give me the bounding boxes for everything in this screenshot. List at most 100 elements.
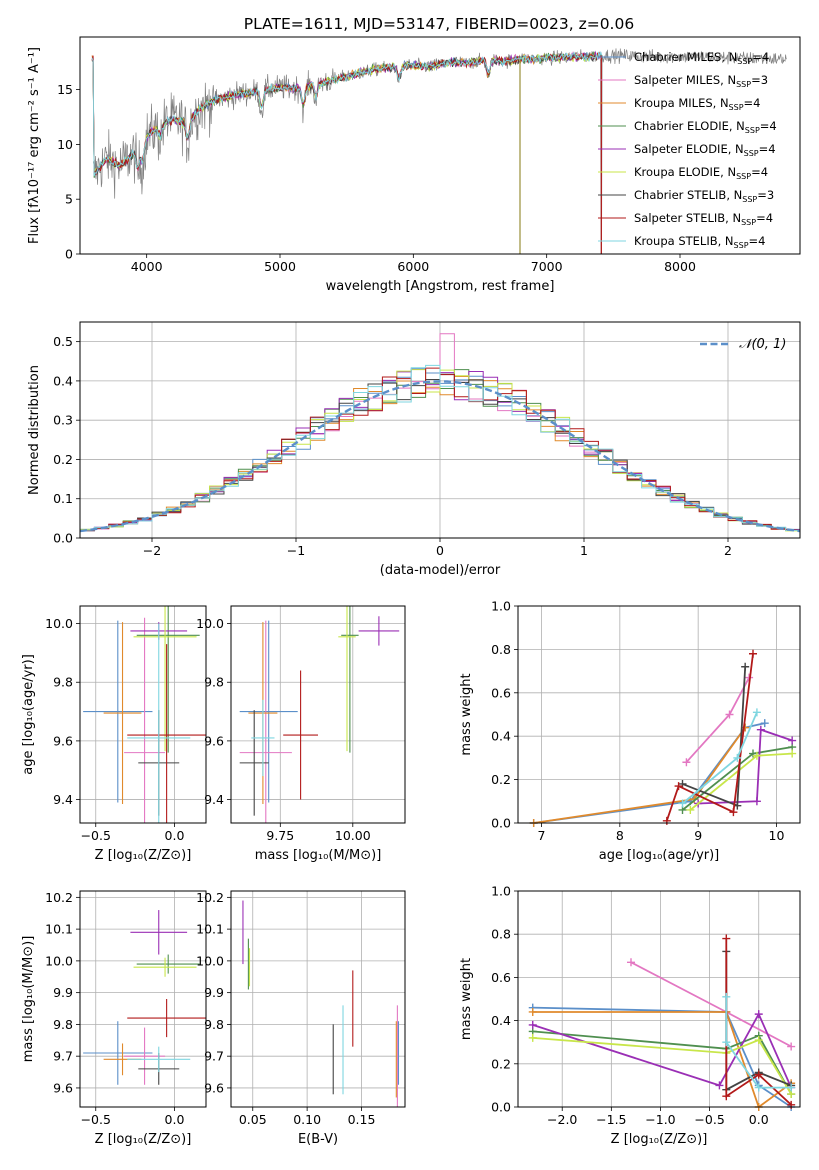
mass-weight-marker [686, 805, 695, 814]
x-tick-label: 8 [616, 828, 624, 843]
model-spectrum-salpeter-miles [91, 50, 603, 176]
y-tick-label: 10.2 [196, 890, 224, 905]
mass-weight-marker [752, 751, 761, 760]
legend-count: =4 [760, 119, 777, 133]
x-tick-label: −0.5 [694, 1112, 724, 1127]
y-tick-label: 0.4 [53, 373, 73, 388]
legend-subscript: SSP [736, 172, 751, 181]
x-tick-label: 0.10 [293, 1112, 321, 1127]
mass-vs-Z-panel: −0.5 0.0 9.6 9.7 9.8 9.9 10.0 10.1 10.2 Z [log₁₀(… [21, 890, 207, 1147]
model-spectrum-chabrier-elodie [91, 51, 603, 178]
y-tick-label: 0.8 [491, 927, 511, 942]
errorbar-point [136, 954, 200, 974]
errorbar-point [136, 606, 200, 753]
mass-weight-marker [626, 958, 635, 967]
y-tick-label: 0.3 [53, 413, 73, 428]
x-axis-label: age [log₁₀(age/yr)] [599, 848, 720, 863]
legend-subscript: SSP [745, 126, 760, 135]
legend-count: =4 [756, 211, 773, 225]
x-tick-label: 0.05 [239, 1112, 267, 1127]
x-tick-label: −0.5 [81, 1112, 111, 1127]
x-tick-label: 5000 [264, 259, 296, 274]
mass-weight-marker [788, 736, 797, 745]
mass-weight-marker [754, 1083, 763, 1092]
massweight-vs-Z-panel: −2.0 −1.5 −1.0 −0.5 0.0 0.0 0.2 0.4 0.6 0.8 1.0 Z [… [459, 884, 801, 1147]
mass-weight-marker [528, 1020, 537, 1029]
mass-weight-line [533, 722, 765, 824]
y-tick-label: 9.9 [204, 985, 224, 1000]
mass-weight-marker [756, 725, 765, 734]
x-axis-label: Z [log₁₀(Z/Z⊙)] [611, 1132, 708, 1147]
x-axis-label: mass [log₁₀(M/M⊙)] [255, 848, 382, 863]
y-tick-label: 9.4 [53, 792, 73, 807]
y-tick-label: 0.5 [53, 334, 73, 349]
axes-frame [230, 605, 406, 824]
errorbar-point [127, 623, 191, 823]
x-tick-label: 7000 [531, 259, 563, 274]
y-tick-label: 0.6 [491, 685, 511, 700]
mass-weight-line [665, 653, 754, 822]
mass-weight-line [532, 1037, 792, 1095]
mass-weight-marker [754, 1010, 763, 1019]
errorbar-point [130, 910, 188, 955]
y-tick-label: 0.2 [491, 772, 511, 787]
y-tick-label: 9.7 [53, 1049, 73, 1064]
y-tick-label: 0.0 [491, 1100, 511, 1115]
errorbar-point [239, 620, 292, 823]
errorbar-point [239, 620, 298, 803]
errorbar-point [83, 620, 153, 803]
y-tick-label: 9.9 [53, 985, 73, 1000]
y-tick-label: 15 [57, 82, 73, 97]
figure-title: PLATE=1611, MJD=53147, FIBERID=0023, z=0… [244, 15, 634, 33]
mass-weight-marker [528, 1033, 537, 1042]
legend-subscript: SSP [744, 149, 759, 158]
axes-frame [230, 890, 406, 1108]
y-tick-label: 0.0 [491, 816, 511, 831]
errorbar-point [127, 999, 206, 1038]
mass-weight-marker [741, 662, 750, 671]
model-spectrum-kroupa-elodie [91, 52, 603, 173]
legend-entry: Kroupa MILES, NSSP=4 [634, 96, 760, 112]
legend-subscript: SSP [734, 241, 749, 250]
y-tick-label: 0.4 [491, 1013, 511, 1028]
x-axis-label: Z [log₁₀(Z/Z⊙)] [95, 848, 192, 863]
legend-entry: Salpeter STELIB, NSSP=4 [634, 211, 773, 227]
legend-count: =4 [751, 165, 768, 179]
errorbar-point [358, 616, 400, 646]
y-tick-label: 9.8 [204, 675, 224, 690]
axes-frame [79, 321, 801, 539]
x-tick-label: 8000 [664, 259, 696, 274]
y-tick-label: 9.7 [204, 1049, 224, 1064]
y-tick-label: 0.2 [53, 452, 73, 467]
y-tick-label: 9.4 [204, 792, 224, 807]
y-axis-label: mass [log₁₀(M/M⊙)] [21, 936, 36, 1063]
x-axis-label: (data-model)/error [380, 563, 501, 578]
grid-lines [231, 891, 405, 1107]
y-tick-label: 10.0 [45, 616, 73, 631]
legend-count: =3 [757, 188, 774, 202]
errorbar-point [239, 710, 269, 816]
y-tick-label: 1.0 [491, 884, 511, 899]
legend-entry: Chabrier STELIB, NSSP=3 [634, 188, 774, 204]
mass-weight-line [532, 1011, 792, 1109]
mass-weight-marker [787, 1100, 796, 1109]
x-axis-label: wavelength [Angstrom, rest frame] [326, 279, 555, 294]
mass-weight-marker [752, 797, 761, 806]
spectrum-panel: 4000 5000 6000 7000 8000 0 5 10 15 wavelength [An… [27, 36, 801, 294]
y-tick-label: 0.4 [491, 729, 511, 744]
x-axis-label: Z [log₁₀(Z/Z⊙)] [95, 1132, 192, 1147]
legend-count: =4 [752, 50, 769, 64]
x-tick-label: 9.75 [266, 828, 294, 843]
model-spectrum-chabrier-miles [91, 51, 603, 176]
x-tick-label: 10.00 [335, 828, 371, 843]
x-tick-label: 0.0 [749, 1112, 769, 1127]
y-tick-label: 1.0 [491, 599, 511, 614]
errorbar-point [103, 622, 142, 804]
massweight-vs-age-panel: 7 8 9 10 0.0 0.2 0.4 0.6 0.8 1.0 age [log₁₀(age/yr… [459, 599, 801, 863]
mass-weight-marker [754, 1070, 763, 1079]
x-tick-label: 4000 [131, 259, 163, 274]
x-tick-label: 7 [538, 828, 546, 843]
legend-entry: Kroupa ELODIE, NSSP=4 [634, 165, 768, 181]
y-tick-label: 10.2 [45, 890, 73, 905]
errorbar-point [127, 1046, 191, 1073]
